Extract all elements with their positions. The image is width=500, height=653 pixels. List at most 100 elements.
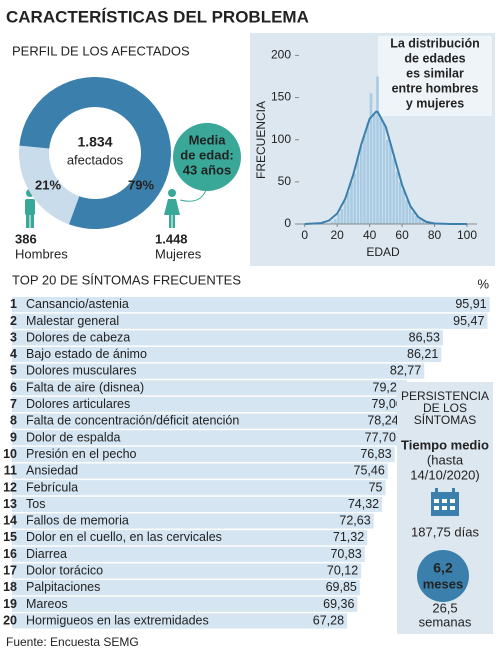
count-label: 1.448 [155,231,188,246]
rank: 4 [10,347,17,361]
histogram-bar [359,146,363,224]
annotation: de edades [404,51,465,65]
months-circle [417,550,469,602]
annotation: 43 años [183,162,231,177]
months-label: meses [423,576,463,591]
bar [12,580,360,596]
bar [12,313,488,329]
rank: 8 [10,414,17,428]
histogram-bar [369,93,373,224]
value-label: 75 [369,480,383,494]
histogram-bar [382,122,386,224]
bar [12,446,395,462]
rank: 19 [3,597,17,611]
persistence-title: PERSISTENCIA [401,389,489,403]
category-label: Mujeres [155,246,202,261]
histogram-bar [337,213,340,224]
category-label: Palpitaciones [26,580,100,594]
rank: 18 [3,580,17,594]
histogram-bar [389,143,392,224]
annotation: y mujeres [406,96,464,110]
y-tick-label: 200 [271,48,291,62]
y-tick-label: 100 [271,132,291,146]
annotation: de edad: [180,147,233,162]
value-label: 79,28 [373,380,404,394]
value-label: 76,83 [360,447,391,461]
category-label: Dolor torácico [26,564,103,578]
histogram-bar [421,220,425,224]
rank: 5 [10,364,17,378]
annotation: La distribución [390,36,480,50]
annotation: entre hombres [392,81,479,95]
value-label: 72,63 [339,514,370,528]
rank: 10 [3,447,17,461]
category-label: Diarrea [26,547,67,561]
histogram-bar [379,118,383,224]
x-tick-label: 100 [457,228,477,242]
pie-slice [18,145,80,225]
histogram-bar [353,173,357,224]
histogram-bar [333,218,337,224]
bar [12,363,425,379]
histogram-bar [366,122,370,224]
source: Fuente: Encuesta SEMG [6,635,139,649]
histogram-bar [398,181,402,224]
value-label: 69,85 [326,580,357,594]
value-label: 79,06 [371,397,402,411]
slice-label: 21% [35,177,61,192]
category-label: Cansancio/astenia [26,297,129,311]
category-label: Dolores articulares [26,397,130,411]
bar [12,613,348,629]
histogram-bar [330,221,334,224]
rank: 12 [3,480,17,494]
female-icon [164,189,180,228]
histogram-bar [376,76,379,224]
value-label: 67,28 [313,613,344,627]
category-label: Mareos [26,597,68,611]
value-label: 82,77 [390,364,421,378]
histogram-bar [356,158,360,224]
category-label: Dolores de cabeza [26,330,130,344]
chart-title: TOP 20 DE SÍNTOMAS FRECUENTES [12,272,241,287]
category-label: Dolores musculares [26,364,136,378]
rank: 17 [3,564,17,578]
bar [12,530,368,546]
rank: 6 [10,380,17,394]
rank: 1 [10,297,17,311]
value-label: 75,46 [354,464,385,478]
annotation: es similar [406,66,464,80]
category-label: Hombres [15,246,68,261]
annotation-box [378,36,492,116]
value-label: 70,83 [330,547,361,561]
x-tick-label: 60 [395,228,409,242]
persistence-subtitle: 14/10/2020) [410,467,479,482]
pie-slice [19,77,171,229]
histogram-bar [395,171,399,224]
x-axis-label: EDAD [366,245,400,259]
y-tick-label: 150 [271,90,291,104]
total-value: 1.834 [77,134,112,150]
category-label: Falta de concentración/déficit atención [26,414,239,428]
weeks-value: 26,5 [432,600,457,615]
connector [179,189,207,202]
category-label: Febrícula [26,480,78,494]
y-tick-label: 0 [284,216,291,230]
histogram-bar [350,181,353,224]
rank: 9 [10,430,17,444]
rank: 13 [3,497,17,511]
category-label: Tos [26,497,45,511]
persistence-subtitle: (hasta [427,452,464,467]
x-tick-label: 20 [331,228,345,242]
rank: 16 [3,547,17,561]
histogram-bar [392,158,396,224]
bar [12,430,399,446]
bar [12,463,388,479]
count-label: 386 [15,231,37,246]
histogram-bar [340,208,344,224]
annotation: Media [189,132,227,147]
bar [12,413,402,429]
category-label: Fallos de memoria [26,514,129,528]
calendar-icon [431,488,459,516]
page-title: CARACTERÍSTICAS DEL PROBLEMA [6,7,309,26]
